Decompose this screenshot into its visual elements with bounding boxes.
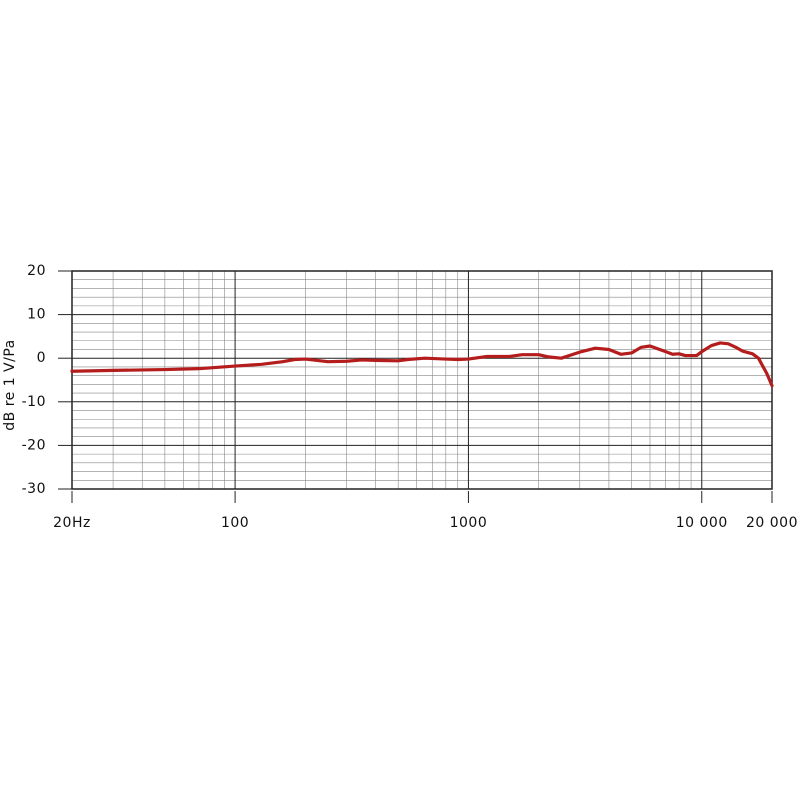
x-tick-label: 10 000	[676, 515, 728, 531]
y-tick-label: -30	[22, 481, 46, 497]
x-tick-label: 20 000	[746, 515, 798, 531]
x-tick-label: 1000	[450, 515, 488, 531]
x-tick-label: 20Hz	[53, 515, 91, 531]
y-tick-label: -20	[22, 437, 46, 453]
x-tick-label: 100	[221, 515, 249, 531]
response-line	[70, 341, 774, 388]
plot-frame	[71, 270, 773, 490]
y-tick-label: 10	[27, 307, 46, 323]
y-tick-label: -10	[22, 394, 46, 410]
y-tick-label: 0	[37, 350, 46, 366]
y-axis-label: dB re 1 V/Pa	[2, 339, 18, 431]
y-tick-label: 20	[27, 263, 46, 279]
